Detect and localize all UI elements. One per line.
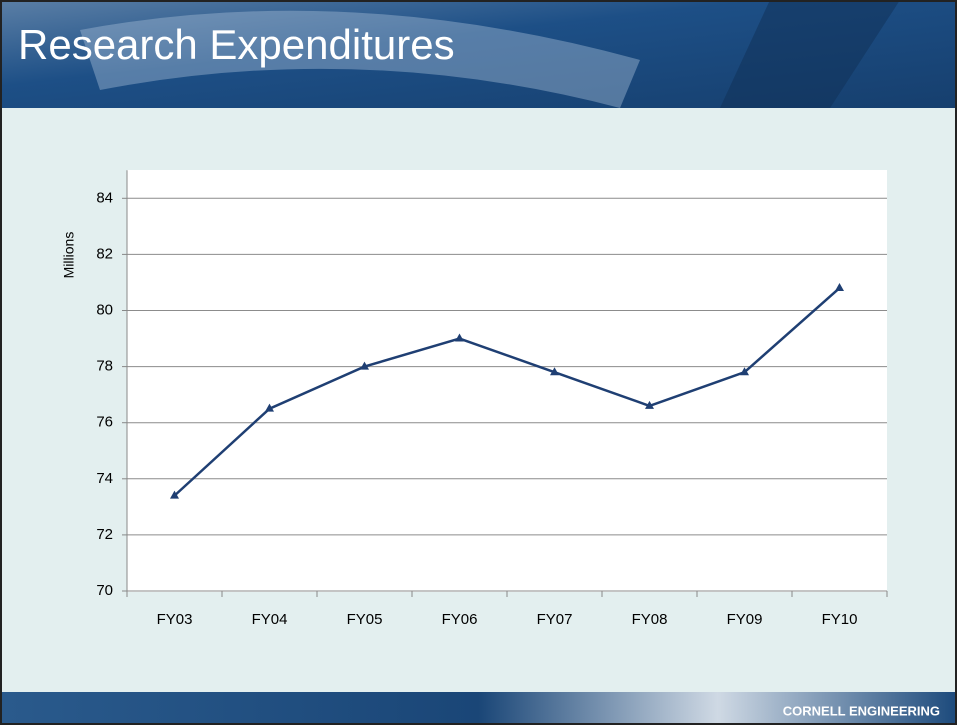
data-marker	[645, 400, 654, 409]
x-tick-label: FY10	[822, 611, 858, 628]
x-tick-label: FY04	[252, 611, 288, 628]
y-tick-label: 82	[96, 245, 113, 262]
y-tick-label: 80	[96, 301, 113, 318]
x-tick-label: FY06	[442, 611, 478, 628]
footer-band	[0, 692, 957, 725]
x-tick-label: FY07	[537, 611, 573, 628]
y-tick-label: 74	[96, 470, 113, 487]
y-tick-label: 76	[96, 414, 113, 431]
data-marker	[835, 283, 844, 292]
header-decoration	[80, 10, 640, 109]
data-line	[173, 287, 841, 497]
data-marker	[455, 333, 464, 342]
x-tick-label: FY05	[347, 611, 383, 628]
footer-text: CORNELL ENGINEERING	[783, 703, 940, 718]
data-marker	[740, 367, 749, 376]
data-marker	[360, 361, 369, 370]
x-tick-label: FY03	[157, 611, 193, 628]
y-tick-label: 70	[96, 582, 113, 599]
y-tick-label: 72	[96, 526, 113, 543]
slide-title: Research Expenditures	[18, 21, 455, 68]
y-tick-label: 84	[96, 189, 113, 206]
x-tick-label: FY08	[632, 611, 668, 628]
y-tick-label: 78	[96, 358, 113, 375]
plot-area	[127, 170, 887, 592]
data-marker	[265, 403, 274, 412]
data-marker	[170, 490, 179, 499]
data-marker	[550, 367, 559, 376]
x-tick-label: FY09	[727, 611, 763, 628]
header-decoration	[720, 0, 900, 108]
y-axis-label: Millions	[61, 232, 77, 279]
